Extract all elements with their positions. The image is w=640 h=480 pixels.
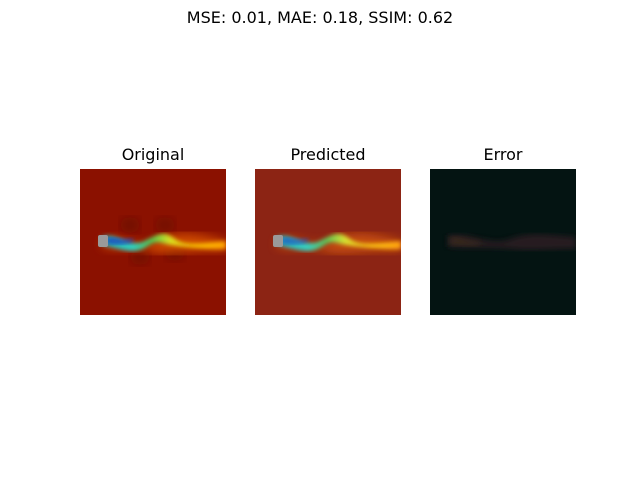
original-image xyxy=(80,169,226,315)
panel-predicted: Predicted xyxy=(255,145,401,315)
vortex-shadow xyxy=(155,217,175,233)
vortex-shadow xyxy=(120,217,140,233)
predicted-image xyxy=(255,169,401,315)
panel-error: Error xyxy=(430,145,576,315)
wake-halo xyxy=(277,233,401,254)
error-region xyxy=(450,236,480,246)
panel-title-error: Error xyxy=(483,145,523,164)
panel-title-original: Original xyxy=(121,145,185,164)
error-region xyxy=(448,234,576,250)
obstacle-body xyxy=(98,235,108,247)
error-image xyxy=(430,169,576,315)
panel-original: Original xyxy=(80,145,226,315)
figure-title: MSE: 0.01, MAE: 0.18, SSIM: 0.62 xyxy=(186,8,454,27)
wake-core xyxy=(106,237,134,245)
obstacle-body xyxy=(273,235,283,247)
vortex-shadow xyxy=(130,249,150,265)
panel-title-predicted: Predicted xyxy=(290,145,366,164)
wake-plume xyxy=(102,233,226,251)
wake-halo xyxy=(102,233,226,254)
wake-core xyxy=(281,237,309,245)
wake-plume xyxy=(277,233,401,251)
